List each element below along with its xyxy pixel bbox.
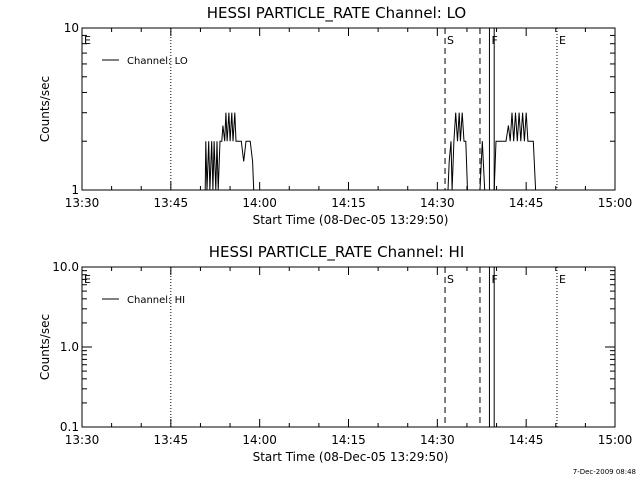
x-tick-label-hi: 13:45 (154, 433, 189, 447)
x-tick-label-hi: 14:00 (242, 433, 277, 447)
y-tick-label-lo: 1 (71, 183, 79, 197)
x-tick-label-lo: 14:30 (420, 196, 455, 210)
x-tick-label-hi: 14:15 (331, 433, 366, 447)
y-tick-label-hi: 1.0 (60, 340, 79, 354)
x-axis-label-lo: Start Time (08-Dec-05 13:29:50) (253, 213, 449, 227)
x-tick-label-lo: 14:00 (242, 196, 277, 210)
event-marker-label-lo: E (559, 34, 566, 47)
x-tick-label-lo: 15:00 (598, 196, 633, 210)
plot-frame-lo (81, 27, 616, 191)
footer-timestamp: 7-Dec-2009 08:48 (573, 468, 636, 476)
legend-label-hi: Channel: HI (127, 295, 185, 306)
data-series-line-lo (204, 112, 537, 191)
x-tick-label-lo: 13:30 (65, 196, 100, 210)
x-tick-label-lo: 14:45 (509, 196, 544, 210)
event-marker-label-hi: E (559, 273, 566, 286)
x-tick-label-hi: 15:00 (598, 433, 633, 447)
x-tick-label-hi: 13:30 (65, 433, 100, 447)
y-axis-label-hi: Counts/sec (38, 314, 52, 380)
x-axis-label-hi: Start Time (08-Dec-05 13:29:50) (253, 450, 449, 464)
plot-frame-hi (81, 266, 616, 428)
event-marker-label-lo: E (84, 34, 91, 47)
x-tick-label-lo: 14:15 (331, 196, 366, 210)
y-tick-label-lo: 10 (64, 21, 79, 35)
x-tick-label-hi: 14:30 (420, 433, 455, 447)
x-tick-label-lo: 13:45 (154, 196, 189, 210)
legend-label-lo: Channel: LO (127, 56, 188, 67)
event-marker-label-lo: S (447, 34, 454, 47)
x-tick-label-hi: 14:45 (509, 433, 544, 447)
chart-title-hi: HESSI PARTICLE_RATE Channel: HI (209, 243, 465, 262)
event-marker-label-hi: S (447, 273, 454, 286)
y-axis-label-lo: Counts/sec (38, 76, 52, 142)
y-tick-label-hi: 0.1 (60, 420, 79, 434)
chart-title-lo: HESSI PARTICLE_RATE Channel: LO (207, 4, 466, 23)
y-tick-label-hi: 10.0 (52, 260, 79, 274)
event-marker-label-hi: E (84, 273, 91, 286)
